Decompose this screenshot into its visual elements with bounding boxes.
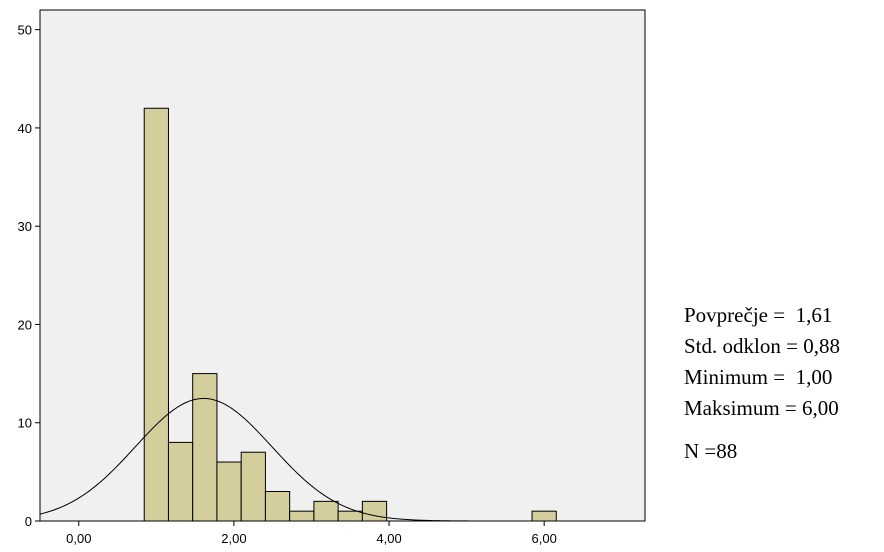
x-tick-label: 6,00 (532, 531, 557, 546)
x-tick-label: 2,00 (221, 531, 246, 546)
y-tick-label: 40 (18, 121, 32, 136)
n-count: N =88 (684, 439, 738, 463)
histogram-bar (361, 500, 388, 522)
histogram-bar (167, 441, 194, 522)
mean-value: 1,61 (795, 303, 833, 327)
histogram-bar (192, 373, 218, 522)
max-row: Maksimum = 6,00 (684, 393, 840, 424)
histogram-chart: 0 10 20 30 40 50 0,00 2,00 4,00 6,00 (18, 9, 646, 546)
histogram-bar (143, 107, 169, 522)
y-tick-label: 0 (25, 514, 32, 529)
mean-label: Povprečje = (684, 303, 791, 327)
y-tick-label: 50 (18, 23, 32, 38)
histogram-bar (289, 510, 315, 522)
std-row: Std. odklon = 0,88 (684, 331, 840, 362)
min-label: Minimum = (684, 365, 791, 389)
min-row: Minimum = 1,00 (684, 362, 840, 393)
histogram-bar (264, 491, 291, 522)
x-tick-label: 4,00 (376, 531, 401, 546)
max-label: Maksimum = (684, 396, 803, 420)
y-tick-label: 10 (18, 416, 32, 431)
y-tick-label: 20 (18, 317, 32, 332)
std-value: 0,88 (803, 334, 840, 358)
x-axis: 0,00 2,00 4,00 6,00 (66, 521, 557, 546)
histogram-bar (313, 500, 339, 522)
histogram-bar (240, 451, 266, 522)
histogram-bars (143, 107, 557, 522)
mean-row: Povprečje = 1,61 (684, 300, 840, 331)
plot-area (39, 9, 646, 522)
y-tick-label: 30 (18, 219, 32, 234)
y-axis: 0 10 20 30 40 50 (18, 23, 40, 529)
histogram-bar (216, 461, 242, 522)
x-tick-label: 0,00 (66, 531, 91, 546)
histogram-bar (337, 510, 363, 522)
min-value: 1,00 (795, 365, 833, 389)
std-label: Std. odklon = (684, 334, 804, 358)
statistics-panel: Povprečje = 1,61 Std. odklon = 0,88 Mini… (684, 300, 840, 467)
histogram-bar (531, 510, 557, 522)
max-value: 6,00 (802, 396, 839, 420)
